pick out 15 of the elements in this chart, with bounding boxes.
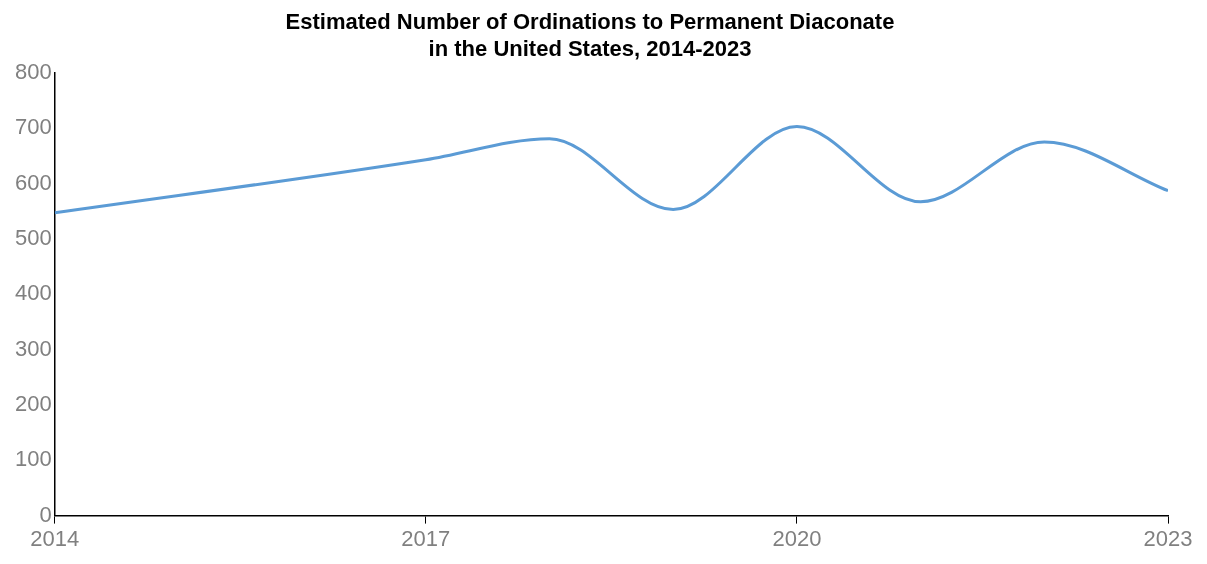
line-series (54, 124, 1168, 215)
x-tick-label: 2023 (1143, 525, 1193, 551)
x-tick-label: 2020 (772, 525, 822, 551)
x-tick-label: 2017 (401, 525, 451, 551)
y-tick-label: 700 (14, 114, 52, 140)
y-tick-label: 800 (14, 58, 52, 84)
y-tick-label: 0 (39, 501, 52, 527)
y-tick-label: 100 (14, 446, 52, 472)
y-tick-label: 500 (14, 224, 52, 250)
y-tick-label: 600 (14, 169, 52, 195)
chart-title: Estimated Number of Ordinations to Permanent Diaconate in the United States, 2014-2023 (285, 9, 895, 61)
x-tick-label: 2014 (30, 525, 80, 551)
y-tick-label: 200 (14, 390, 52, 416)
y-tick-label: 400 (14, 280, 52, 306)
y-tick-label: 300 (14, 335, 52, 361)
